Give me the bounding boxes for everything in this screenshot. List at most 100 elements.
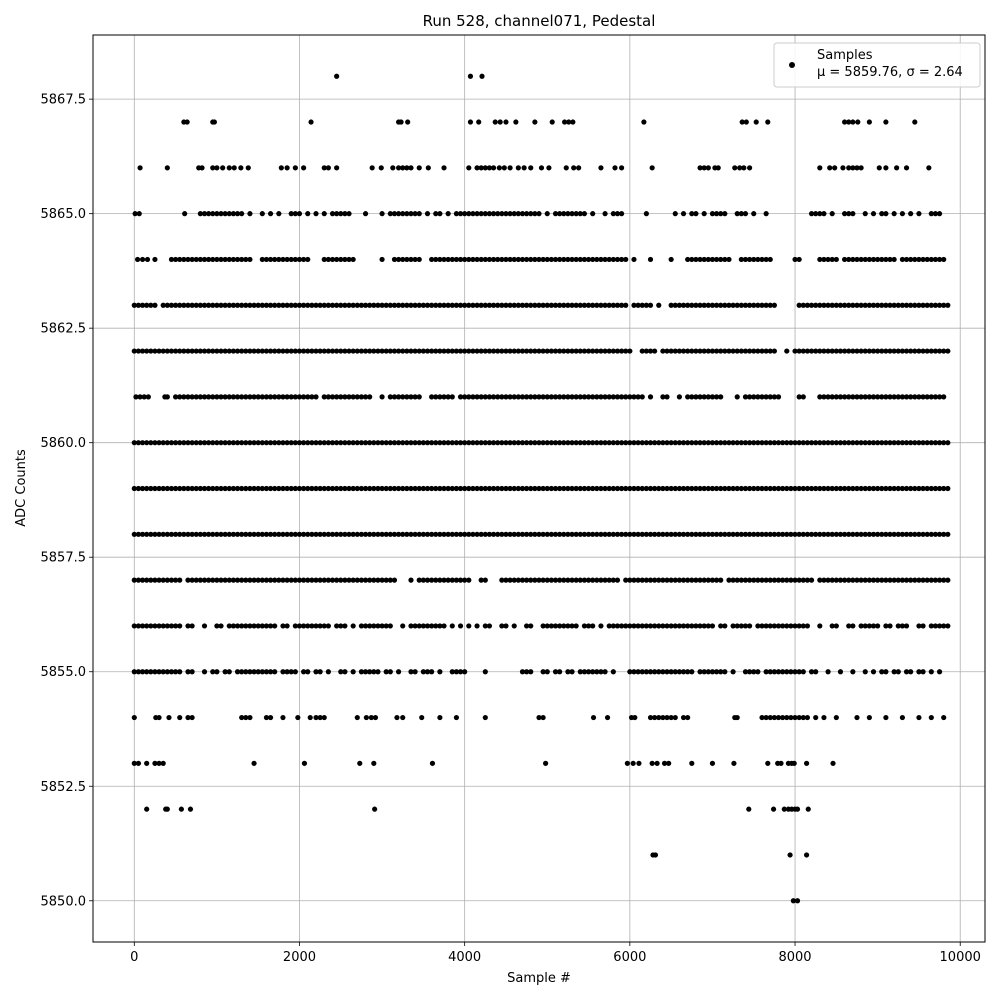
sample-point bbox=[941, 531, 947, 537]
sample-point bbox=[495, 394, 501, 400]
sample-point bbox=[276, 485, 282, 492]
sample-point bbox=[263, 577, 270, 583]
sample-point bbox=[548, 302, 554, 308]
sample-point bbox=[391, 577, 398, 583]
sample-point bbox=[144, 302, 150, 308]
sample-point bbox=[486, 302, 493, 308]
sample-point bbox=[338, 531, 344, 537]
sample-point bbox=[565, 485, 571, 492]
sample-point bbox=[726, 485, 732, 492]
sample-point bbox=[412, 623, 418, 629]
sample-point bbox=[519, 577, 526, 583]
sample-point bbox=[784, 669, 790, 675]
sample-point bbox=[441, 302, 447, 308]
sample-point bbox=[557, 256, 563, 263]
sample-point bbox=[375, 348, 381, 354]
sample-point bbox=[226, 440, 232, 446]
sample-point bbox=[214, 256, 220, 263]
sample-point bbox=[296, 302, 303, 308]
sample-point bbox=[292, 302, 298, 308]
sample-point bbox=[833, 531, 839, 537]
sample-point bbox=[222, 256, 228, 263]
sample-point bbox=[185, 485, 191, 492]
sample-point bbox=[342, 531, 348, 537]
sample-point bbox=[771, 577, 777, 583]
y-tick-label: 5850.0 bbox=[41, 894, 87, 909]
sample-point bbox=[214, 623, 220, 629]
sample-point bbox=[817, 531, 823, 537]
sample-point bbox=[771, 669, 777, 675]
sample-point bbox=[854, 577, 860, 583]
sample-point bbox=[433, 485, 439, 492]
sample-point bbox=[734, 714, 740, 721]
sample-point bbox=[941, 348, 947, 354]
sample-point bbox=[495, 211, 501, 217]
sample-point bbox=[643, 440, 649, 446]
sample-point bbox=[747, 531, 753, 537]
sample-point bbox=[709, 760, 716, 766]
sample-point bbox=[226, 531, 232, 537]
sample-point bbox=[301, 394, 307, 400]
sample-point bbox=[495, 348, 501, 354]
sample-point bbox=[441, 394, 447, 400]
sample-point bbox=[618, 485, 625, 492]
sample-point bbox=[903, 485, 910, 492]
sample-point bbox=[131, 485, 137, 492]
sample-point bbox=[362, 440, 369, 446]
sample-point bbox=[292, 669, 298, 675]
sample-point bbox=[697, 348, 703, 354]
sample-point bbox=[470, 256, 476, 263]
sample-point bbox=[936, 669, 943, 675]
sample-point bbox=[833, 577, 839, 583]
sample-point bbox=[581, 485, 588, 492]
sample-point bbox=[912, 394, 918, 400]
sample-point bbox=[416, 165, 422, 171]
sample-point bbox=[259, 485, 265, 492]
y-axis-ticks: 5850.05852.55855.05857.55860.05862.55865… bbox=[41, 93, 93, 909]
sample-point bbox=[738, 211, 744, 217]
sample-point bbox=[734, 485, 740, 492]
sample-point bbox=[135, 348, 142, 354]
sample-point bbox=[936, 485, 943, 492]
sample-point bbox=[528, 669, 534, 675]
sample-point bbox=[490, 348, 497, 354]
sample-point bbox=[255, 394, 261, 400]
sample-point bbox=[259, 531, 265, 537]
sample-point bbox=[486, 485, 493, 492]
sample-point bbox=[680, 669, 687, 675]
sample-point bbox=[164, 577, 170, 583]
sample-point bbox=[936, 348, 943, 354]
sample-point bbox=[590, 623, 596, 629]
sample-point bbox=[932, 211, 939, 217]
sample-point bbox=[437, 623, 443, 629]
sample-point bbox=[218, 623, 224, 629]
sample-point bbox=[226, 669, 232, 675]
sample-point bbox=[627, 348, 633, 354]
sample-point bbox=[602, 531, 608, 537]
sample-point bbox=[234, 440, 241, 446]
sample-point bbox=[404, 348, 410, 354]
sample-point bbox=[705, 302, 711, 308]
sample-point bbox=[862, 256, 868, 263]
sample-point bbox=[713, 577, 720, 583]
sample-point bbox=[288, 394, 294, 400]
sample-point bbox=[135, 669, 142, 675]
sample-point bbox=[623, 623, 629, 629]
sample-point bbox=[329, 211, 336, 217]
sample-point bbox=[742, 485, 749, 492]
sample-point bbox=[408, 531, 414, 537]
sample-point bbox=[243, 669, 249, 675]
sample-point bbox=[581, 669, 588, 675]
sample-point bbox=[866, 577, 872, 583]
sample-point bbox=[445, 302, 451, 308]
sample-point bbox=[334, 394, 340, 400]
sample-point bbox=[395, 394, 402, 400]
sample-point bbox=[846, 485, 852, 492]
sample-point bbox=[945, 348, 951, 354]
sample-point bbox=[457, 302, 464, 308]
sample-point bbox=[457, 394, 464, 400]
sample-point bbox=[230, 302, 237, 308]
sample-point bbox=[788, 669, 794, 675]
sample-point bbox=[305, 577, 311, 583]
sample-point bbox=[222, 211, 228, 217]
